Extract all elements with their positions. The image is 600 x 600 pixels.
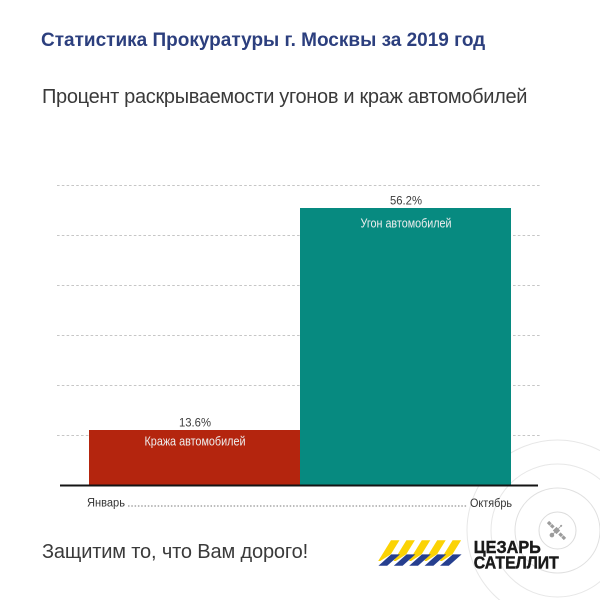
svg-text:Октябрь: Октябрь [470,498,512,510]
svg-text:56.2%: 56.2% [390,194,422,208]
svg-text:Кража автомобилей: Кража автомобилей [145,435,246,449]
svg-text:13.6%: 13.6% [179,415,211,429]
svg-text:САТЕЛЛИТ: САТЕЛЛИТ [474,553,559,573]
svg-text:Январь: Январь [87,498,125,510]
svg-text:Угон автомобилей: Угон автомобилей [361,216,452,230]
svg-text:ЦЕЗАРЬ: ЦЕЗАРЬ [474,537,541,557]
